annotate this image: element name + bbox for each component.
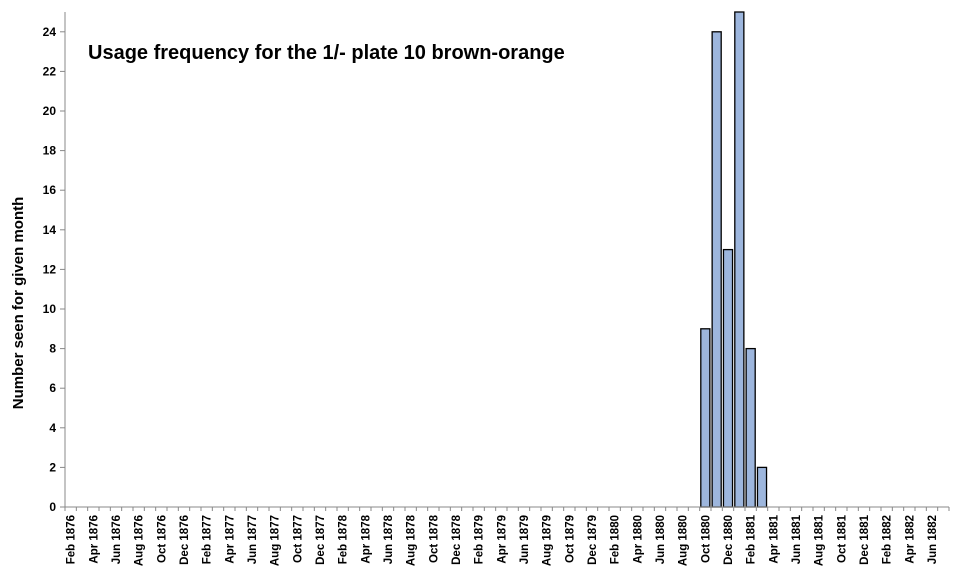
x-tick-label: Feb 1881: [746, 514, 758, 564]
x-tick-label: Jun 1876: [111, 515, 123, 564]
x-tick-label: Oct 1876: [156, 515, 168, 563]
x-tick-label: Apr 1879: [496, 515, 508, 564]
bar: [711, 31, 722, 508]
y-tick-label: 22: [43, 64, 57, 78]
x-tick-label: Dec 1880: [723, 515, 735, 565]
x-tick-label: Aug 1881: [814, 514, 826, 566]
bar: [700, 328, 711, 508]
y-axis-label: Number seen for given month: [10, 197, 27, 410]
x-tick-label: Dec 1877: [315, 515, 327, 565]
x-tick-label: Oct 1881: [836, 514, 848, 563]
y-tick-label: 2: [49, 460, 56, 474]
x-tick-label: Dec 1878: [451, 514, 463, 564]
x-tick-label: Aug 1876: [134, 515, 146, 566]
x-tick-label: Aug 1878: [406, 514, 418, 566]
x-tick-label: Dec 1881: [859, 514, 871, 564]
x-tick-label: Apr 1876: [88, 515, 100, 564]
x-tick-label: Jun 1882: [927, 515, 939, 564]
x-tick-label: Dec 1879: [587, 515, 599, 565]
x-tick-label: Aug 1879: [542, 515, 554, 566]
x-tick-label: Apr 1881: [768, 514, 780, 563]
y-tick-label: 24: [43, 25, 57, 39]
x-tick-label: Oct 1878: [428, 514, 440, 563]
x-tick-label: Feb 1876: [66, 515, 78, 564]
y-tick-label: 14: [43, 223, 57, 237]
x-tick-label: Apr 1880: [632, 515, 644, 564]
x-tick-label: Jun 1877: [247, 515, 259, 564]
y-tick-label: 16: [43, 183, 57, 197]
y-tick-label: 18: [43, 144, 57, 158]
bar: [745, 347, 756, 508]
y-tick-label: 0: [49, 500, 56, 514]
x-tick-label: Oct 1879: [564, 515, 576, 563]
x-tick-label: Apr 1882: [904, 515, 916, 564]
y-tick-label: 12: [43, 262, 57, 276]
x-tick-label: Aug 1880: [678, 515, 690, 566]
x-tick-label: Feb 1879: [474, 515, 486, 564]
x-tick-label: Feb 1878: [338, 514, 350, 564]
x-tick-label: Jun 1880: [655, 515, 667, 564]
x-tick-label: Feb 1880: [610, 515, 622, 564]
y-tick-label: 20: [43, 104, 57, 118]
x-tick-label: Aug 1877: [270, 515, 282, 566]
x-axis: Feb 1876 Apr 1876 Jun 1876 Aug 1876 Oct 1876…: [64, 506, 950, 566]
x-tick-label: Dec 1876: [179, 515, 191, 565]
bar: [734, 11, 745, 508]
x-tick-label: Jun 1881: [791, 514, 803, 564]
bar: [756, 466, 768, 508]
x-tick-label: Oct 1880: [700, 515, 712, 563]
x-tick-label: Jun 1878: [383, 514, 395, 564]
y-tick-label: 4: [49, 421, 56, 435]
bar: [722, 248, 734, 508]
x-tick-label: Apr 1878: [360, 514, 372, 563]
y-tick-label: 8: [49, 342, 56, 356]
x-tick-label: Jun 1879: [519, 515, 531, 564]
x-tick-label: Feb 1882: [882, 515, 894, 564]
y-tick-label: 6: [49, 381, 56, 395]
x-tick-label: Feb 1877: [202, 515, 214, 564]
y-tick-label: 10: [43, 302, 57, 316]
x-tick-label: Oct 1877: [292, 515, 304, 563]
x-tick-label: Apr 1877: [224, 515, 236, 564]
chart-title: Usage frequency for the 1/- plate 10 bro…: [88, 42, 565, 64]
bars: [700, 11, 768, 508]
